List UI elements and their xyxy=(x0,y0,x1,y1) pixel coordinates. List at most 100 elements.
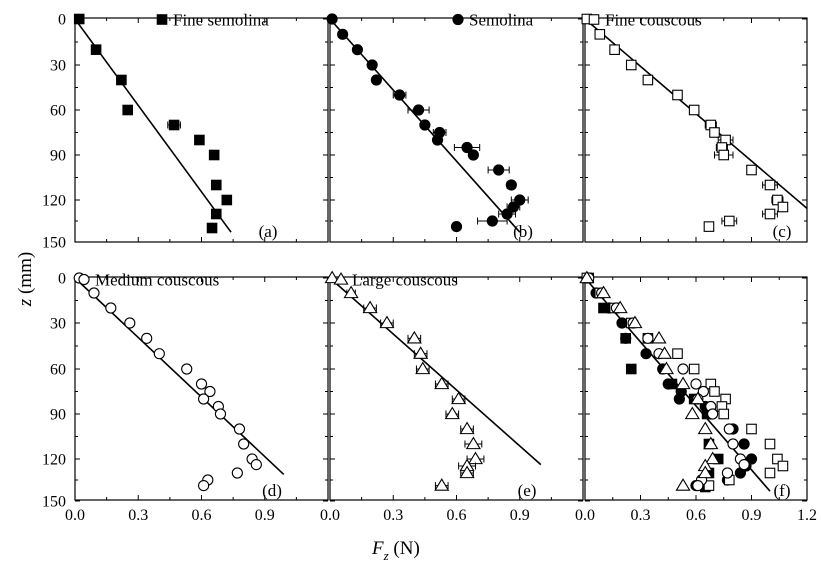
data-point xyxy=(727,438,739,450)
data-point xyxy=(419,119,431,131)
y-axis-title: z (mm) xyxy=(15,251,36,307)
data-point xyxy=(690,378,702,390)
panel-tag: (e) xyxy=(518,481,537,500)
data-point xyxy=(625,59,637,71)
data-point xyxy=(723,423,735,435)
series-semolina xyxy=(326,13,529,233)
panel-f: 0.0 0.3 0.6 0.9 1.2 (f) xyxy=(575,270,817,524)
data-point xyxy=(343,285,359,299)
data-point xyxy=(697,465,713,479)
y-tick-label: 150 xyxy=(42,235,66,252)
legend-marker xyxy=(333,272,349,285)
panel-tag: (d) xyxy=(262,481,282,500)
data-point xyxy=(214,408,227,420)
data-point xyxy=(723,215,735,227)
data-point xyxy=(88,287,100,299)
data-point xyxy=(450,221,463,233)
data-point xyxy=(594,29,606,40)
legend-label: Fine couscous xyxy=(605,11,702,30)
data-point xyxy=(204,385,216,398)
data-point xyxy=(764,467,776,479)
legend-marker xyxy=(156,14,168,25)
data-point xyxy=(697,421,713,435)
y-tick-label: 30 xyxy=(50,316,66,333)
x-tick-label: 0.9 xyxy=(255,507,275,524)
data-point xyxy=(221,194,233,206)
data-point xyxy=(461,141,473,154)
data-point xyxy=(206,222,218,234)
panel-tag: (c) xyxy=(773,222,792,241)
data-point xyxy=(709,127,720,138)
panel-tag: (a) xyxy=(259,222,278,241)
data-point xyxy=(434,376,450,390)
data-point xyxy=(459,421,475,435)
data-point xyxy=(181,363,193,375)
data-point xyxy=(337,28,349,40)
data-point xyxy=(746,164,757,176)
data-point xyxy=(90,44,102,55)
data-point xyxy=(467,451,484,465)
y-tick-label: 150 xyxy=(42,494,66,511)
y-tick-label: 90 xyxy=(50,148,66,165)
data-point xyxy=(721,467,734,479)
data-point xyxy=(141,332,153,344)
data-point xyxy=(238,438,250,450)
panel-a: 0 30 60 90 120 150 Fine semolina (a) xyxy=(42,11,329,252)
data-point xyxy=(366,59,378,71)
data-point xyxy=(250,459,262,471)
series-medium-couscous xyxy=(73,272,262,492)
data-point xyxy=(764,438,776,450)
panel-e: 0.0 0.3 0.6 0.9 Large couscous (e) xyxy=(320,271,584,524)
data-point xyxy=(677,363,689,375)
data-point xyxy=(703,480,715,491)
data-point xyxy=(672,348,683,359)
data-point xyxy=(124,317,136,329)
legend-marker xyxy=(452,13,464,26)
data-point xyxy=(210,208,222,220)
data-point xyxy=(651,330,667,344)
data-point xyxy=(718,408,730,420)
data-point xyxy=(627,315,643,329)
legend-marker xyxy=(78,273,90,286)
data-point xyxy=(688,363,700,375)
data-point xyxy=(370,74,382,86)
data-point xyxy=(379,315,395,329)
x-tick-label: 0.0 xyxy=(575,507,595,524)
data-point xyxy=(153,348,165,360)
legend-label: Fine semolina xyxy=(173,11,269,30)
data-point xyxy=(772,194,783,206)
data-point xyxy=(465,436,481,450)
y-tick-label: 0 xyxy=(58,271,66,288)
panel-b: Semolina (b) xyxy=(326,11,584,243)
data-point xyxy=(210,179,222,191)
data-point xyxy=(362,300,378,314)
data-point xyxy=(675,478,691,491)
data-point xyxy=(675,376,691,390)
data-point xyxy=(673,393,685,405)
data-point xyxy=(507,201,520,213)
data-point xyxy=(656,346,673,359)
panel-tag: (f) xyxy=(774,481,791,500)
data-point xyxy=(467,149,479,161)
x-tick-label: 0.0 xyxy=(320,507,340,524)
data-point xyxy=(746,423,757,435)
x-tick-label: 0.9 xyxy=(742,507,762,524)
y-tick-label: 0 xyxy=(58,12,66,29)
legend-marker xyxy=(588,14,600,25)
data-point xyxy=(692,480,704,492)
data-point xyxy=(198,480,210,492)
data-point xyxy=(642,332,654,344)
series-large-couscous xyxy=(579,270,721,491)
legend: Fine semolina xyxy=(156,11,269,30)
data-point xyxy=(709,386,720,397)
plot-frame xyxy=(329,17,584,243)
data-point xyxy=(688,104,700,116)
data-point xyxy=(705,451,721,465)
data-point xyxy=(198,393,210,405)
legend: Fine couscous xyxy=(588,11,702,30)
data-point xyxy=(168,119,180,131)
data-point xyxy=(672,89,683,101)
data-point xyxy=(625,363,637,375)
x-tick-label: 0.6 xyxy=(192,507,212,524)
data-point xyxy=(431,134,444,146)
